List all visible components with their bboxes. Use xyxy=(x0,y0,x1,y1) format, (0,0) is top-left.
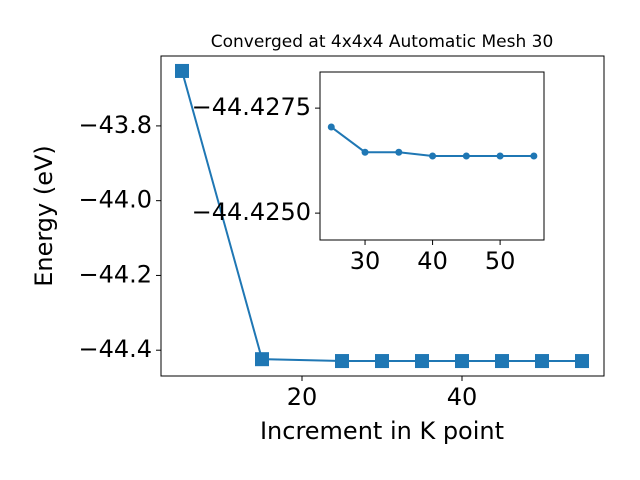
marker xyxy=(415,354,429,369)
y-tick-label: −44.4275 xyxy=(192,93,311,121)
y-tick-label: −44.4 xyxy=(78,335,152,363)
marker xyxy=(327,123,335,131)
marker xyxy=(530,152,538,160)
marker xyxy=(361,148,369,156)
x-axis-label: Increment in K point xyxy=(260,417,504,445)
marker xyxy=(575,354,589,369)
chart-title: Converged at 4x4x4 Automatic Mesh 30 xyxy=(211,32,554,52)
y-tick-label: −44.0 xyxy=(78,186,152,214)
marker xyxy=(535,354,549,369)
y-tick-label: −44.2 xyxy=(78,260,152,288)
marker xyxy=(496,152,504,160)
axes-frame xyxy=(160,55,605,377)
marker xyxy=(335,354,349,369)
marker xyxy=(495,354,509,369)
marker xyxy=(462,152,470,160)
marker xyxy=(175,63,189,78)
y-tick-label: −43.8 xyxy=(78,111,152,139)
x-tick-label: 30 xyxy=(350,247,381,275)
marker xyxy=(395,148,403,156)
marker xyxy=(455,354,469,369)
axes-frame xyxy=(319,71,545,241)
y-axis-label: Energy (eV) xyxy=(30,145,58,287)
marker xyxy=(375,354,389,369)
x-tick-label: 20 xyxy=(287,383,318,411)
marker xyxy=(429,152,437,160)
x-tick-label: 40 xyxy=(447,383,478,411)
x-tick-label: 40 xyxy=(417,247,448,275)
y-tick-label: −44.4250 xyxy=(192,198,311,226)
x-tick-label: 50 xyxy=(485,247,516,275)
marker xyxy=(255,352,269,367)
